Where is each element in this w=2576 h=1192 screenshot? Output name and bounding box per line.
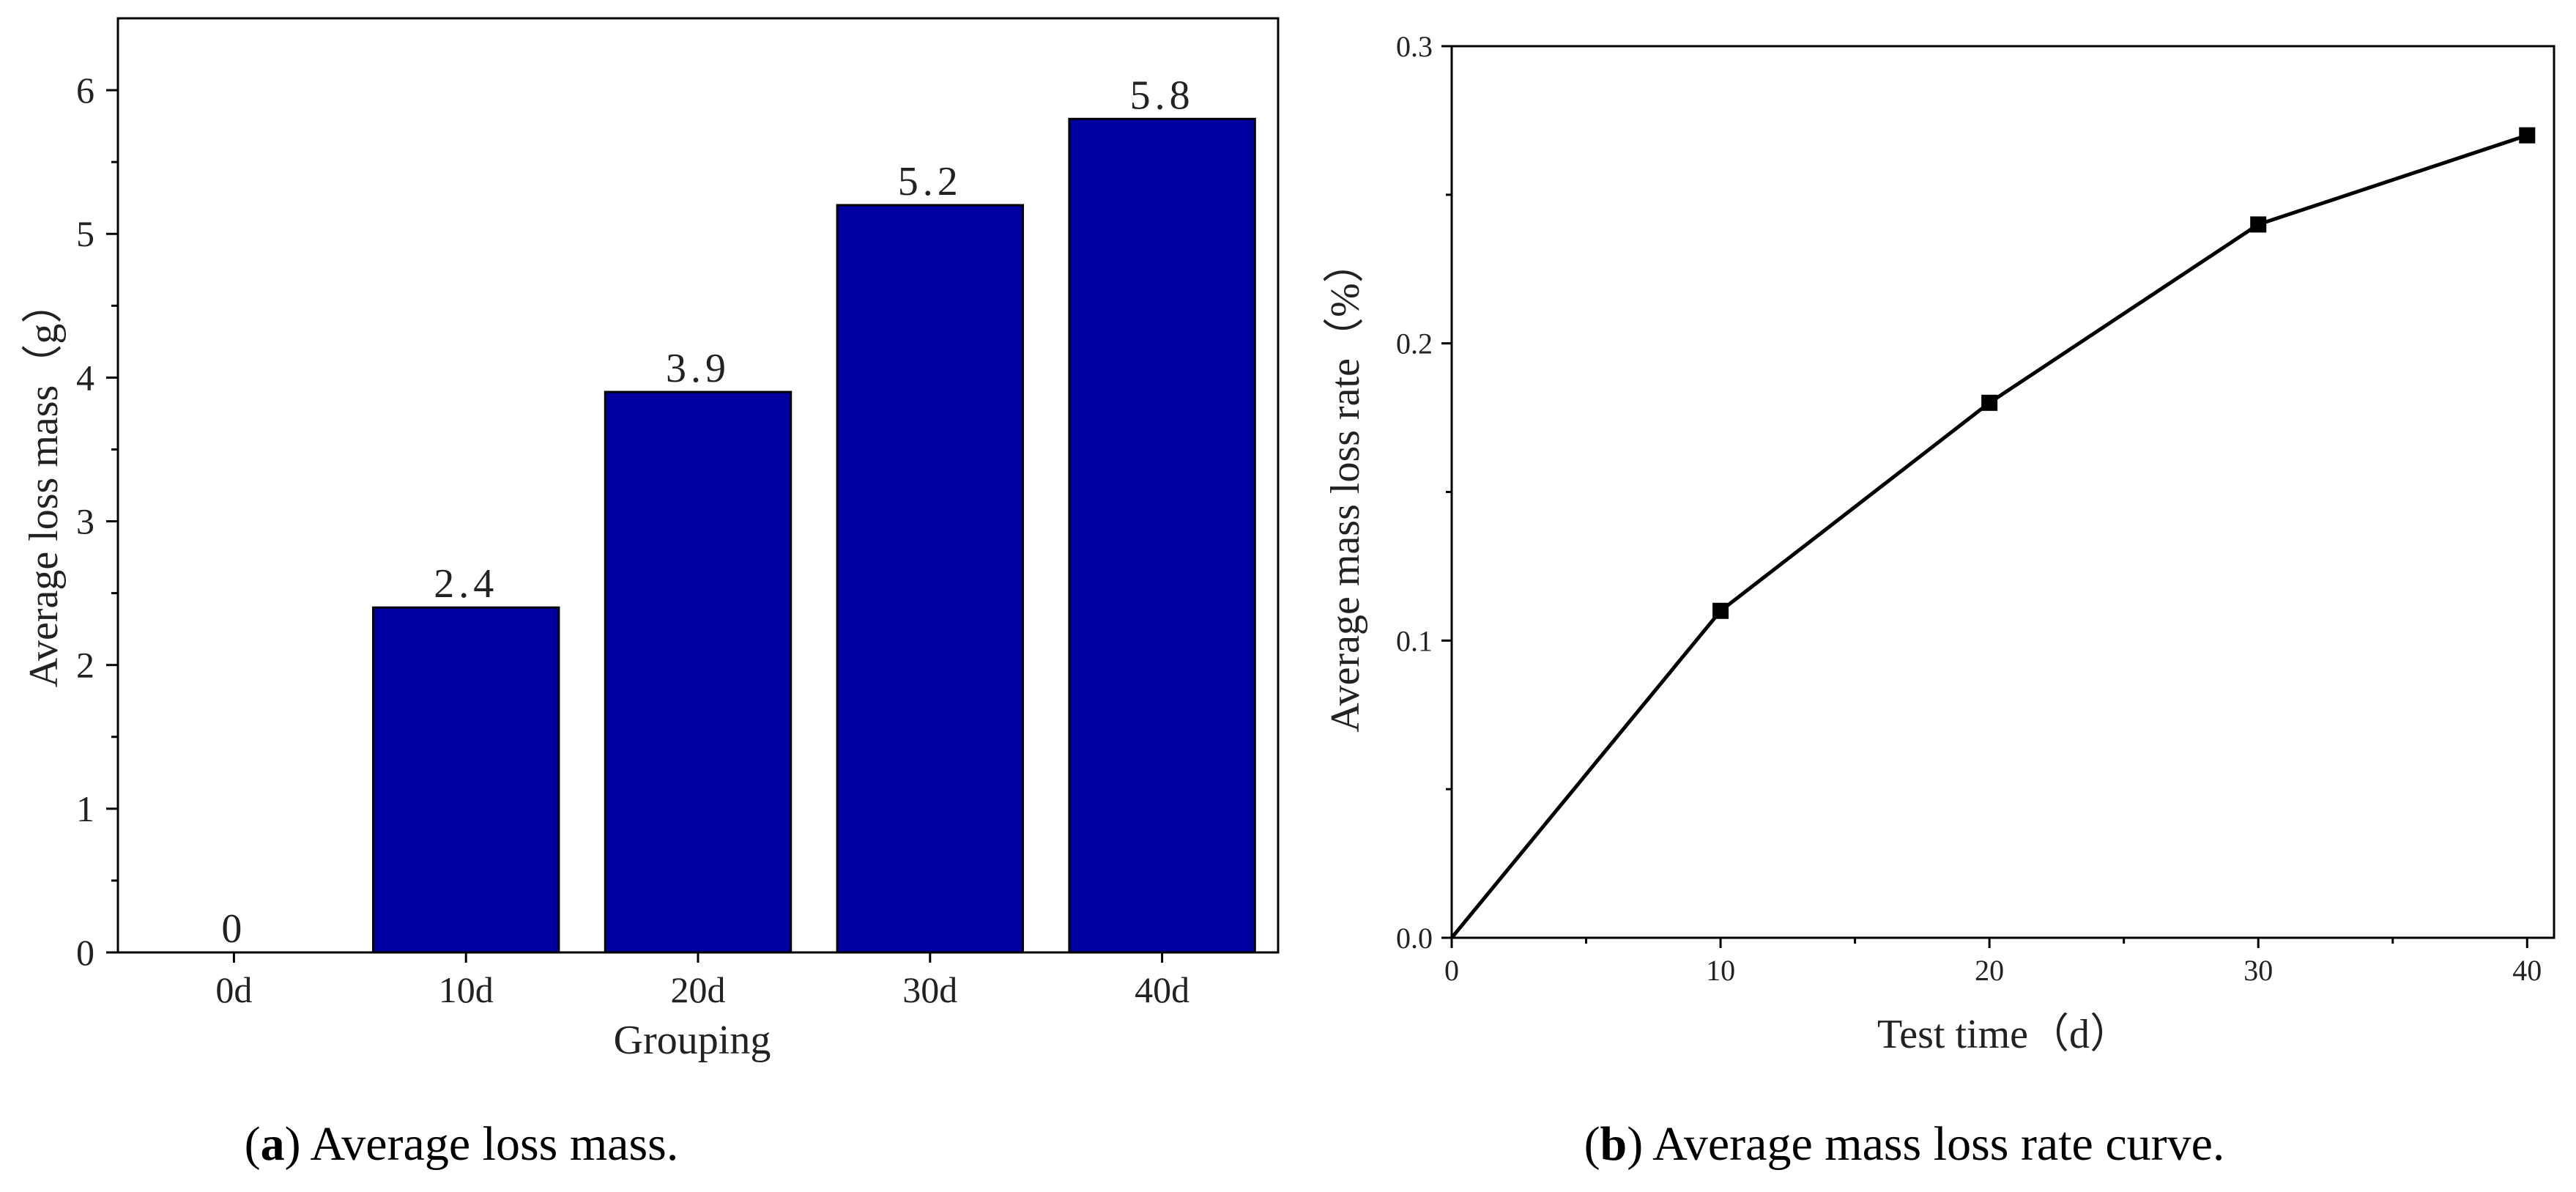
bar-chart-y-axis-title: Average loss mass（g） bbox=[21, 283, 67, 688]
line-chart-point-10d bbox=[1712, 602, 1729, 619]
line-chart-y-tick-label: 0.2 bbox=[1396, 327, 1433, 360]
bar-20d bbox=[604, 390, 793, 954]
line-chart-caption: (b) Average mass loss rate curve. bbox=[1584, 1117, 2225, 1171]
bar-chart-y-tick-label: 5 bbox=[76, 213, 94, 254]
bar-chart-y-tick-label: 2 bbox=[76, 645, 94, 686]
line-chart-caption-letter: b bbox=[1600, 1117, 1627, 1171]
bar-chart-y-tick-label: 3 bbox=[76, 501, 94, 542]
line-chart-x-tick-label: 30 bbox=[2243, 954, 2273, 987]
bar-chart-caption: (a) Average loss mass. bbox=[245, 1117, 679, 1171]
bar-chart-caption-text: Average loss mass. bbox=[310, 1117, 678, 1171]
line-chart-y-axis-title: Average mass loss rate（%） bbox=[1323, 242, 1368, 732]
bar-value-label-30d: 5.2 bbox=[898, 159, 962, 204]
bar-chart-x-tick-label: 30d bbox=[902, 969, 957, 1010]
line-chart-average-mass-loss-rate: 0.0 0.1 0.2 0.3 0 10 20 30 40 Test time（d） Aver… bbox=[1323, 30, 2555, 1171]
line-chart-x-tick-label: 0 bbox=[1444, 954, 1459, 987]
bar-chart-x-tick-label: 40d bbox=[1135, 969, 1189, 1010]
bar-chart-x-axis-title: Grouping bbox=[614, 1018, 771, 1063]
bar-40d bbox=[1068, 117, 1256, 954]
line-chart-point-30d bbox=[2250, 216, 2267, 233]
bar-chart-y-tick-label: 0 bbox=[76, 932, 94, 973]
bar-chart-x-tick-label: 10d bbox=[439, 969, 494, 1010]
line-chart-x-tick-label: 20 bbox=[1975, 954, 2004, 987]
bar-chart-caption-letter: a bbox=[261, 1117, 285, 1171]
line-chart-x-tick-label: 40 bbox=[2512, 954, 2542, 987]
bar-value-label-40d: 5.8 bbox=[1130, 73, 1195, 118]
line-chart-y-tick-label: 0.0 bbox=[1396, 922, 1433, 955]
bar-30d bbox=[836, 204, 1025, 954]
line-chart-y-tick-label: 0.3 bbox=[1396, 30, 1433, 63]
bar-value-label-0d: 0 bbox=[221, 906, 246, 952]
bar-chart-x-tick-label: 20d bbox=[671, 969, 726, 1010]
line-chart-x-tick-label: 10 bbox=[1706, 954, 1735, 987]
line-chart-y-tick-label: 0.1 bbox=[1396, 624, 1433, 657]
bar-chart-average-loss-mass: 0 1 2 3 4 5 6 0d 10d 20d 30d 40d 0 2.4 3.9 5.2 5.8 Gro… bbox=[21, 17, 1280, 1171]
line-chart-series-line bbox=[1450, 133, 2528, 939]
bar-chart-x-tick-label: 0d bbox=[215, 969, 252, 1010]
bar-value-label-20d: 3.9 bbox=[666, 346, 730, 391]
line-chart-point-20d bbox=[1981, 394, 1998, 411]
line-chart-point-40d bbox=[2519, 127, 2536, 144]
bar-chart-y-tick-label: 6 bbox=[76, 70, 94, 111]
line-chart-caption-text: Average mass loss rate curve. bbox=[1652, 1117, 2224, 1171]
bar-chart-y-tick-label: 4 bbox=[76, 357, 94, 398]
bar-value-label-10d: 2.4 bbox=[434, 561, 498, 607]
bar-10d bbox=[371, 606, 560, 954]
line-chart-x-axis-title: Test time（d） bbox=[1877, 1012, 2131, 1057]
bar-chart-y-tick-label: 1 bbox=[76, 788, 94, 829]
